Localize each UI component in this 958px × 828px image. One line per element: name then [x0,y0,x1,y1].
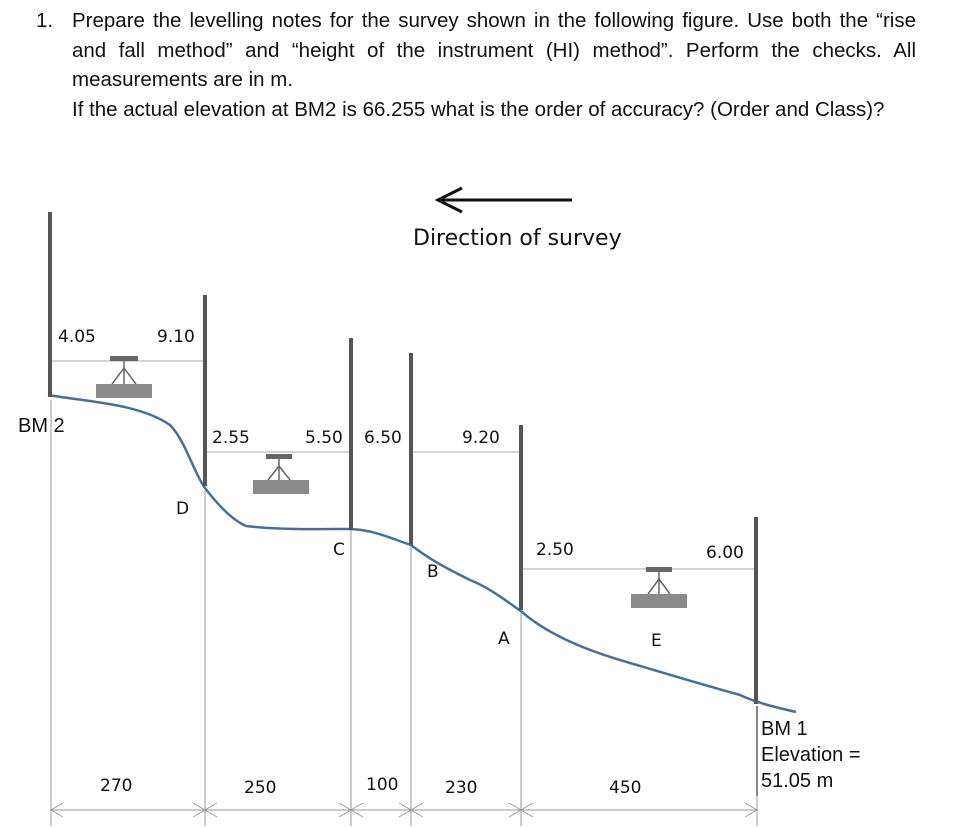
bm1-label-box: BM 1 Elevation = 51.05 m [756,706,861,796]
level-instrument-3 [631,567,687,608]
distance-d-c: 250 [244,778,276,798]
levelling-rods [48,212,758,704]
question-block: 1. Prepare the levelling notes for the s… [36,6,916,124]
reading-c-fs: 5.50 [305,428,343,448]
ground-profile [47,393,797,714]
reading-d-fs: 9.10 [157,327,195,347]
sight-lines [52,360,755,570]
label-b: B [427,562,439,582]
direction-label: Direction of survey [413,226,622,251]
reading-bm1-fs: 6.00 [706,543,744,563]
level-instrument-1 [96,356,152,398]
question-text-main: Prepare the levelling notes for the surv… [72,9,916,91]
distance-a-bm1: 450 [609,778,641,798]
bm1-elevation-label: Elevation = [761,744,861,766]
bm1-elevation-value: 51.05 m [761,770,833,792]
dimension-lines [50,400,758,826]
distance-c-b: 100 [366,775,398,795]
reading-c-bs: 6.50 [364,428,402,448]
reading-b-fs: 9.20 [462,428,500,448]
reading-bm2-bs: 4.05 [58,327,96,347]
label-bm2: BM 2 [18,415,65,437]
label-c: C [333,540,345,560]
level-instrument-2 [253,454,309,494]
distance-b-a: 230 [445,778,477,798]
reading-d-bs: 2.55 [212,428,250,448]
reading-a-bs: 2.50 [536,540,574,560]
bm1-name: BM 1 [761,718,808,740]
direction-arrow [434,186,572,214]
question-number: 1. [36,9,54,32]
question-text-accuracy: If the actual elevation at BM2 is 66.255… [72,97,885,121]
distance-bm2-d: 270 [100,776,132,796]
label-e: E [651,631,662,651]
label-d: D [176,499,189,519]
label-a: A [498,629,510,649]
